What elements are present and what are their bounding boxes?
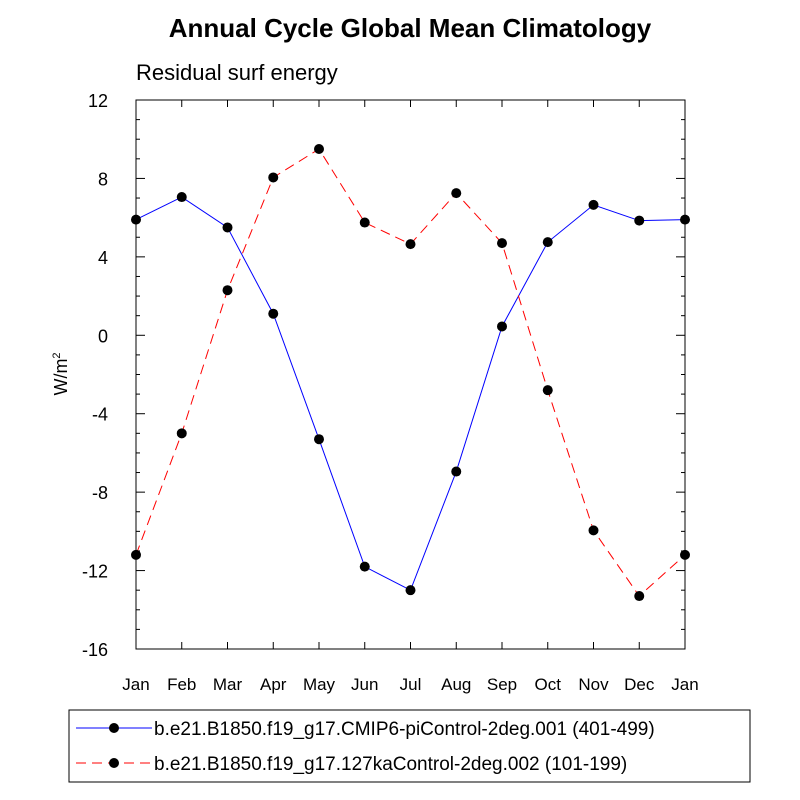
series-2-point: [405, 239, 416, 250]
y-tick-label: 12: [88, 91, 108, 111]
y-axis-label-superscript: 2: [51, 352, 63, 358]
series-2-point: [359, 217, 370, 228]
x-tick-label: Mar: [213, 675, 243, 694]
y-tick-labels: -16 -12 -8 -4 0 4 8 12: [82, 91, 108, 660]
x-tick-label: Oct: [535, 675, 562, 694]
series-2-point: [268, 172, 279, 183]
series-1-point: [542, 237, 553, 248]
y-axis-label-text: W/m: [51, 359, 71, 396]
legend-marker-2: [109, 758, 119, 768]
x-tick-label: Jan: [671, 675, 698, 694]
x-tick-label: Dec: [624, 675, 655, 694]
x-tick-label: Apr: [260, 675, 287, 694]
y-tick-label: 8: [98, 169, 108, 189]
y-tick-label: -12: [82, 562, 108, 582]
legend-marker-1: [109, 723, 119, 733]
y-tick-label: -4: [92, 405, 108, 425]
y-tick-label: 4: [98, 248, 108, 268]
tick-layer: [135, 99, 686, 650]
legend: b.e21.B1850.f19_g17.CMIP6-piControl-2deg…: [76, 719, 655, 775]
x-tick-label: Nov: [578, 675, 609, 694]
y-tick-label: -8: [92, 483, 108, 503]
x-tick-labels: Jan Feb Mar Apr May Jun Jul Aug Sep Oct Nov Dec Jan: [122, 675, 698, 694]
series-1-point: [222, 222, 233, 233]
chart-title: Annual Cycle Global Mean Climatology: [169, 13, 652, 43]
series-2-point: [222, 285, 233, 296]
series-2-point: [451, 188, 462, 199]
x-tick-label: May: [303, 675, 336, 694]
y-axis-label: W/m2: [51, 352, 71, 395]
series-1-point: [176, 192, 187, 203]
series-1-point: [497, 321, 507, 332]
series-1-point: [588, 199, 599, 210]
legend-label-1: b.e21.B1850.f19_g17.CMIP6-piControl-2deg…: [154, 719, 655, 740]
y-tick-label: -16: [82, 640, 108, 660]
series-line-1: [135, 196, 686, 591]
series-1-point: [359, 561, 370, 572]
series-1-point: [405, 585, 416, 596]
x-tick-label: Jun: [351, 675, 378, 694]
series-layer: [131, 144, 690, 602]
series-1-point: [268, 308, 279, 319]
series-2-point: [542, 385, 553, 396]
series-2-point: [176, 428, 187, 439]
series-2-point: [634, 591, 645, 602]
series-2-point: [497, 238, 507, 249]
chart-subtitle: Residual surf energy: [136, 60, 338, 85]
legend-label-2: b.e21.B1850.f19_g17.127kaControl-2deg.00…: [154, 754, 627, 775]
x-tick-label: Feb: [167, 675, 196, 694]
series-1-point: [634, 215, 645, 226]
series-1-point: [314, 434, 324, 445]
legend-box: [68, 709, 751, 783]
x-tick-label: Sep: [487, 675, 517, 694]
series-2-point: [588, 525, 599, 536]
series-1-point: [451, 466, 462, 477]
series-line-2: [135, 148, 686, 597]
x-tick-label: Jan: [122, 675, 149, 694]
x-tick-label: Jul: [400, 675, 422, 694]
x-tick-label: Aug: [441, 675, 471, 694]
plot-frame: [135, 99, 686, 650]
y-tick-label: 0: [98, 326, 108, 346]
series-2-point: [314, 144, 324, 155]
